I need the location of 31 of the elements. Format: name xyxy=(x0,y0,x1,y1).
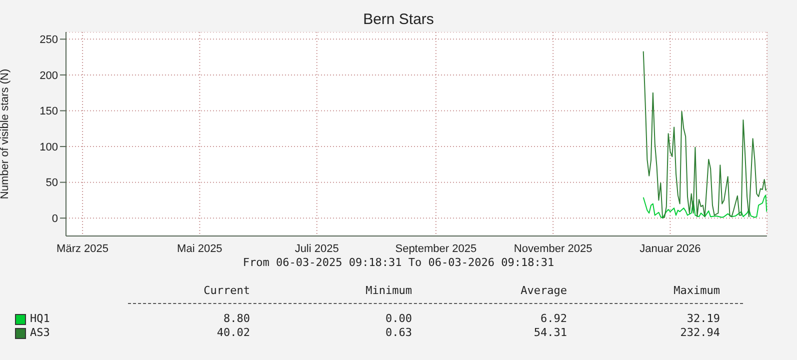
x-tick-label: März 2025 xyxy=(56,242,109,255)
text: Current xyxy=(202,284,250,297)
text: 0.63 xyxy=(384,326,412,339)
x-tick-label: Januar 2026 xyxy=(640,242,701,255)
y-tick-label: 250 xyxy=(40,34,58,46)
y-tick-label: 50 xyxy=(46,177,58,190)
text: Minimum xyxy=(364,284,412,297)
y-tick-label: 100 xyxy=(40,141,58,154)
y-tick-label: 200 xyxy=(40,70,58,82)
text: 8.80 xyxy=(222,312,250,325)
x-tick-label: September 2025 xyxy=(395,242,477,255)
text: 6.92 xyxy=(540,312,567,325)
y-tick-label: 150 xyxy=(40,106,58,118)
text: 32.19 xyxy=(686,312,720,325)
text: From 06-03-2025 09:18:31 To 06-03-2026 09:18:31 xyxy=(242,256,556,269)
line-series xyxy=(642,194,767,219)
x-tick-label: Juli 2025 xyxy=(294,242,339,255)
legend-label: AS3 xyxy=(30,326,50,339)
text: 54.31 xyxy=(532,326,567,339)
text: Maximum xyxy=(672,284,720,297)
text: 0.00 xyxy=(384,312,412,325)
text: Average xyxy=(520,284,567,297)
y-tick-label: 0 xyxy=(52,213,58,226)
x-tick-label: Mai 2025 xyxy=(177,242,222,255)
text: 40.02 xyxy=(216,326,250,339)
x-tick-label: November 2025 xyxy=(514,242,592,255)
chart-title: Bern Stars xyxy=(362,11,435,28)
y-axis-title: Number of visible stars (N) xyxy=(0,68,11,200)
line-series xyxy=(642,50,767,218)
legend-label: HQ1 xyxy=(30,312,50,325)
text: 232.94 xyxy=(679,326,720,339)
